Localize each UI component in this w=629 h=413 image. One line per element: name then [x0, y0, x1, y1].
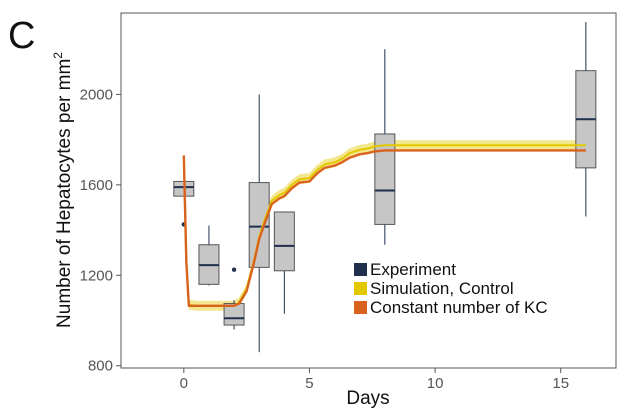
box-iqr: [273, 211, 295, 272]
boxplot-day-3: [248, 94, 270, 353]
legend-label: Experiment: [370, 260, 456, 279]
y-tick-label: 1200: [80, 267, 113, 284]
series-line-constant-kc: [182, 149, 586, 308]
series-line-layer: [182, 144, 586, 308]
y-axis-title-text: Number of Hepatocytes per mm: [54, 59, 75, 328]
legend-swatch: [354, 263, 367, 276]
y-axis-title-superscript: 2: [51, 52, 65, 59]
svg-text:Number of Hepatocytes per mm2: Number of Hepatocytes per mm2: [51, 52, 75, 328]
axis-ticks: 800 1200 1600 2000 0 5 10 15: [80, 86, 569, 392]
panel-label: C: [8, 15, 35, 57]
y-axis-title: Number of Hepatocytes per mm2: [51, 52, 75, 328]
legend-label: Simulation, Control: [370, 279, 514, 298]
legend-swatch: [354, 301, 367, 314]
boxplot-day-4: [273, 211, 295, 314]
x-tick-label: 0: [180, 375, 188, 392]
box-iqr: [223, 303, 245, 326]
box-iqr: [248, 182, 270, 268]
x-tick-label: 15: [552, 375, 569, 392]
box-iqr: [374, 133, 396, 225]
y-tick-label: 800: [88, 358, 113, 375]
boxplot-day-8: [374, 49, 396, 245]
y-tick-label: 2000: [80, 86, 113, 103]
legend-label: Constant number of KC: [370, 298, 548, 317]
boxplot-day-16: [575, 22, 597, 217]
boxplot-day-2: [223, 267, 245, 330]
plot-panel: [120, 12, 617, 369]
x-tick-label: 10: [427, 375, 444, 392]
x-axis-title: Days: [346, 388, 389, 409]
x-tick-label: 5: [305, 375, 313, 392]
y-tick-label: 1600: [80, 177, 113, 194]
legend-swatch: [354, 282, 367, 295]
boxplot-day-1: [198, 225, 220, 286]
box-outlier: [231, 267, 237, 272]
